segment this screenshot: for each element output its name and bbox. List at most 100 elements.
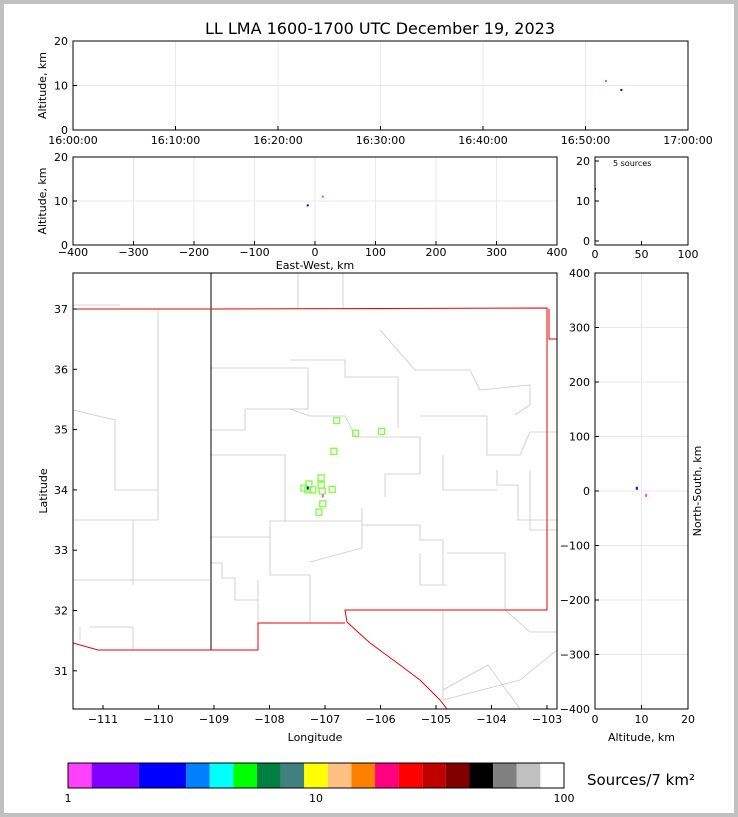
station-marker — [377, 427, 386, 436]
station-marker — [333, 416, 341, 425]
y-tick-label: 35 — [54, 424, 68, 437]
source-point — [645, 493, 648, 497]
east-west-panel: −400 −300 −200 −100 0 100 200 300 400 0 10 20 East-W… — [36, 151, 568, 272]
y-tick-label: 0 — [61, 239, 68, 252]
x-tick-label: −100 — [239, 246, 269, 259]
station-marker — [317, 474, 325, 482]
station-marker — [315, 508, 323, 516]
source-point — [321, 195, 324, 198]
x-tick-label: 200 — [426, 246, 447, 259]
colorbar-swatch — [304, 763, 328, 788]
x-tick-label: 17:00:00 — [663, 134, 712, 147]
x-tick-label: 0 — [592, 713, 599, 726]
x-tick-label: 16:30:00 — [356, 134, 405, 147]
colorbar-swatch — [256, 763, 281, 788]
x-tick-label: −111 — [88, 713, 118, 726]
time-panel: 16:00:00 16:10:00 16:20:00 16:30:00 16:40:00… — [36, 35, 713, 147]
colorbar-tick-label: 100 — [554, 792, 575, 805]
x-axis-label: East-West, km — [276, 259, 354, 272]
x-tick-label: 16:20:00 — [253, 134, 302, 147]
x-tick-label: 20 — [681, 713, 695, 726]
county-lines — [73, 273, 557, 709]
x-axis-label: Altitude, km — [608, 731, 675, 744]
x-tick-label: 16:00:00 — [48, 134, 97, 147]
colorbar-swatch — [375, 763, 399, 788]
x-axis-label: Longitude — [288, 731, 343, 744]
station-marker — [351, 429, 360, 437]
colorbar-swatch — [398, 763, 423, 788]
source-point — [620, 88, 623, 91]
colorbar-swatch — [280, 763, 305, 788]
x-tick-label: 400 — [547, 246, 568, 259]
source-point — [306, 486, 309, 490]
station-marker — [319, 500, 327, 508]
plan-view-panel: −111 −110 −109 −108 −107 −106 −105 −104 −103 31 32… — [37, 272, 562, 744]
y-tick-label: 0 — [583, 235, 590, 248]
y-tick-label: 10 — [54, 195, 68, 208]
y-tick-label: 0 — [61, 124, 68, 137]
colorbar-swatch — [493, 763, 517, 788]
y-tick-label: 36 — [54, 363, 68, 376]
x-tick-label: −109 — [199, 713, 229, 726]
figure-canvas: LL LMA 1600-1700 UTC December 19, 2023 1… — [36, 19, 713, 805]
north-south-panel: 0 10 20 −400 −300 −200 −100 0 100 200 300 400 Altitu… — [560, 267, 704, 744]
lma-figure: LL LMA 1600-1700 UTC December 19, 2023 1… — [4, 4, 734, 813]
x-tick-label: 0 — [312, 246, 319, 259]
x-tick-label: −105 — [421, 713, 451, 726]
x-tick-label: −108 — [254, 713, 284, 726]
y-tick-label: 20 — [54, 35, 68, 48]
y-tick-label: 300 — [569, 322, 590, 335]
source-point — [605, 80, 607, 83]
x-tick-label: −103 — [532, 713, 562, 726]
y-tick-label: −200 — [560, 594, 590, 607]
figure-title: LL LMA 1600-1700 UTC December 19, 2023 — [205, 19, 555, 38]
x-tick-label: 16:40:00 — [458, 134, 507, 147]
y-tick-label: 0 — [583, 485, 590, 498]
x-tick-label: −104 — [476, 713, 506, 726]
x-tick-label: 50 — [635, 248, 649, 261]
x-tick-label: 0 — [592, 248, 599, 261]
y-axis-label: Latitude — [37, 468, 50, 514]
x-tick-label: −107 — [310, 713, 340, 726]
source-point — [635, 486, 638, 490]
colorbar-tick-label: 10 — [309, 792, 323, 805]
x-tick-label: 100 — [365, 246, 386, 259]
x-tick-label: −110 — [143, 713, 173, 726]
x-tick-label: 16:50:00 — [561, 134, 610, 147]
x-tick-label: 100 — [678, 248, 699, 261]
y-tick-label: 10 — [576, 195, 590, 208]
y-tick-label: 32 — [54, 605, 68, 618]
colorbar-swatch — [469, 763, 494, 788]
histogram-panel: 0 50 100 0 10 20 5 sources — [576, 155, 699, 261]
x-tick-label: 16:10:00 — [151, 134, 200, 147]
axes-frame — [72, 272, 558, 710]
y-axis-label: Altitude, km — [36, 167, 49, 234]
y-tick-label: 100 — [569, 431, 590, 444]
y-tick-label: 20 — [576, 155, 590, 168]
y-axis-label: Altitude, km — [36, 52, 49, 119]
colorbar-swatch — [209, 763, 234, 788]
colorbar-swatch — [233, 763, 257, 788]
colorbar-swatch — [422, 763, 446, 788]
source-count-annotation: 5 sources — [613, 159, 651, 168]
colorbar-swatch — [138, 763, 187, 788]
colorbar-frame — [67, 762, 565, 789]
colorbar-swatch — [68, 763, 92, 788]
y-tick-label: 37 — [54, 303, 68, 316]
y-tick-label: −300 — [560, 649, 590, 662]
source-point — [306, 204, 309, 207]
x-tick-label: −106 — [365, 713, 395, 726]
map-boundaries — [73, 273, 557, 709]
y-axis-label: North-South, km — [691, 446, 704, 537]
histogram-bar — [595, 188, 596, 190]
x-tick-label: 10 — [635, 713, 649, 726]
y-tick-label: 20 — [54, 151, 68, 164]
y-tick-label: 400 — [569, 267, 590, 280]
state-border — [73, 307, 557, 709]
y-tick-label: 31 — [54, 665, 68, 678]
x-tick-label: −200 — [179, 246, 209, 259]
y-tick-label: 10 — [54, 80, 68, 93]
station-marker — [330, 447, 338, 455]
colorbar-swatch — [445, 763, 470, 788]
station-marker — [309, 486, 317, 494]
